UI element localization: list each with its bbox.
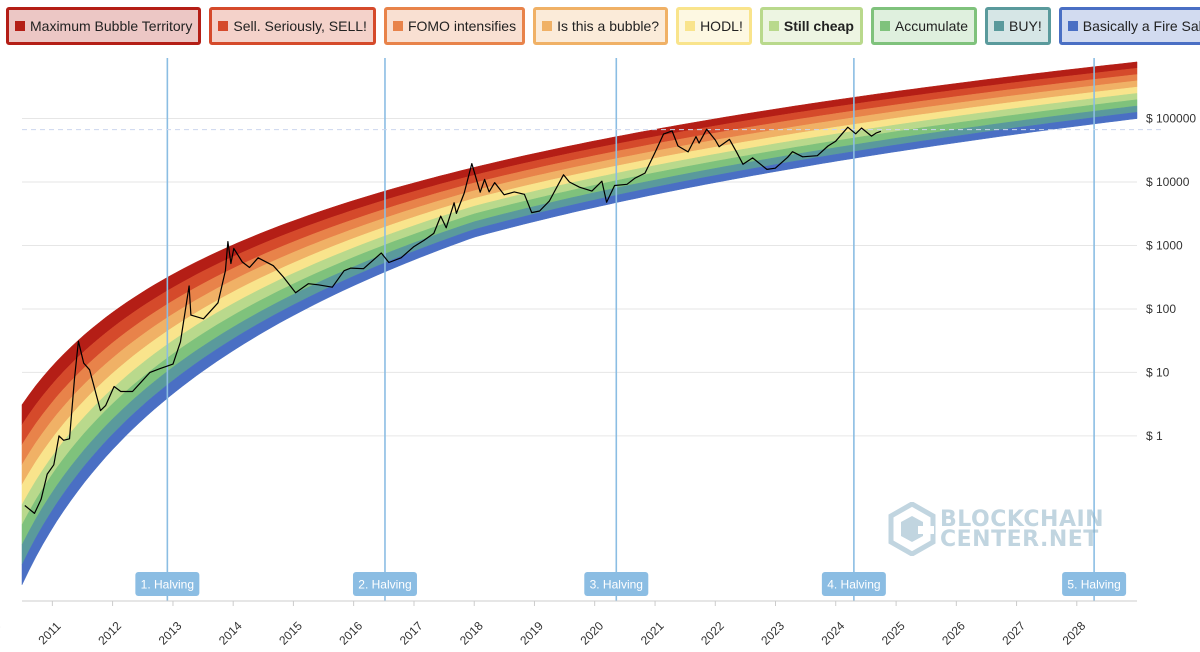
legend-label: Still cheap (783, 18, 854, 34)
legend-item-4[interactable]: HODL! (676, 7, 752, 45)
band-8 (21, 112, 1138, 585)
legend-swatch (218, 21, 229, 31)
legend-label: FOMO intensifies (407, 18, 517, 34)
x-tick-label: 2014 (216, 619, 245, 648)
halving-label-5: 5. Halving (1067, 578, 1120, 592)
legend-item-8[interactable]: Basically a Fire Sale (1058, 7, 1200, 45)
legend-label: Maximum Bubble Territory (30, 18, 193, 34)
legend-label: Is this a bubble? (557, 18, 660, 34)
halving-label-box-5 (1062, 572, 1127, 596)
x-tick-label: 2025 (879, 619, 908, 648)
x-tick-label: 2010 (0, 619, 4, 648)
legend-item-3[interactable]: Is this a bubble? (533, 7, 669, 45)
legend-swatch (994, 21, 1005, 31)
legend-label: HODL! (700, 18, 743, 34)
watermark-logo: BLOCKCHAIN CENTER.NET (888, 501, 1104, 557)
legend-item-5[interactable]: Still cheap (759, 7, 863, 45)
x-tick-label: 2026 (939, 619, 968, 648)
legend-label: Accumulate (894, 18, 969, 34)
halving-label-box-4 (821, 572, 886, 596)
legend-item-1[interactable]: Sell. Seriously, SELL! (209, 7, 376, 45)
legend-swatch (392, 21, 403, 31)
legend-label: BUY! (1009, 18, 1042, 34)
x-tick-label: 2020 (577, 619, 606, 648)
x-tick-label: 2016 (336, 619, 365, 648)
x-tick-label: 2013 (156, 619, 185, 648)
x-tick-label: 2028 (1060, 619, 1089, 648)
y-tick-label: $ 100000 (1146, 112, 1196, 126)
halving-lines: 1. Halving 2. Halving 3. Halving 4. Halving… (135, 58, 1127, 601)
legend-swatch (685, 21, 696, 31)
price-layer (22, 126, 1162, 514)
x-tick-label: 2027 (999, 619, 1028, 648)
halving-label-box-3 (584, 572, 649, 596)
x-tick-label: 2012 (95, 619, 124, 648)
btc-price-line (24, 126, 882, 514)
x-tick-label: 2019 (517, 619, 546, 648)
legend-item-2[interactable]: FOMO intensifies (383, 7, 526, 45)
halving-label-4: 4. Halving (827, 578, 880, 592)
legend-swatch (1067, 21, 1078, 31)
x-tick-label: 2015 (276, 619, 305, 648)
blockchain-center-logo-icon (888, 501, 936, 557)
legend-item-7[interactable]: BUY! (985, 7, 1051, 45)
x-tick-label: 2021 (638, 619, 667, 648)
x-tick-label: 2011 (35, 619, 63, 647)
halving-label-box-2 (352, 572, 417, 596)
rainbow-bands (21, 61, 1138, 585)
legend-label: Basically a Fire Sale (1082, 18, 1200, 34)
x-tick-label: 2018 (457, 619, 486, 648)
y-tick-label: $ 10 (1146, 365, 1170, 379)
legend-swatch (15, 21, 25, 31)
y-tick-label: $ 10000 (1146, 175, 1190, 189)
x-tick-label: 2022 (698, 619, 727, 648)
x-tick-label: 2024 (819, 619, 848, 648)
legend-item-0[interactable]: Maximum Bubble Territory (6, 7, 202, 45)
halving-label-3: 3. Halving (590, 578, 643, 592)
halving-label-box-1 (135, 572, 200, 596)
legend-swatch (879, 21, 890, 31)
legend-item-6[interactable]: Accumulate (870, 7, 978, 45)
x-tick-label: 2017 (397, 619, 426, 648)
watermark-line-2: CENTER.NET (940, 527, 1099, 552)
y-tick-label: $ 1000 (1146, 238, 1183, 252)
halving-label-1: 1. Halving (141, 578, 194, 592)
legend-swatch (542, 21, 553, 31)
watermark-line-1: BLOCKCHAIN (940, 507, 1105, 532)
y-tick-label: $ 100 (1146, 302, 1176, 316)
legend-label: Sell. Seriously, SELL! (233, 18, 367, 34)
halving-label-2: 2. Halving (358, 578, 411, 592)
y-tick-label: $ 1 (1146, 429, 1163, 443)
x-tick-label: 2023 (758, 619, 787, 648)
legend-swatch (768, 21, 779, 31)
chart-legend: Maximum Bubble Territory Sell. Seriously,… (6, 7, 1200, 45)
